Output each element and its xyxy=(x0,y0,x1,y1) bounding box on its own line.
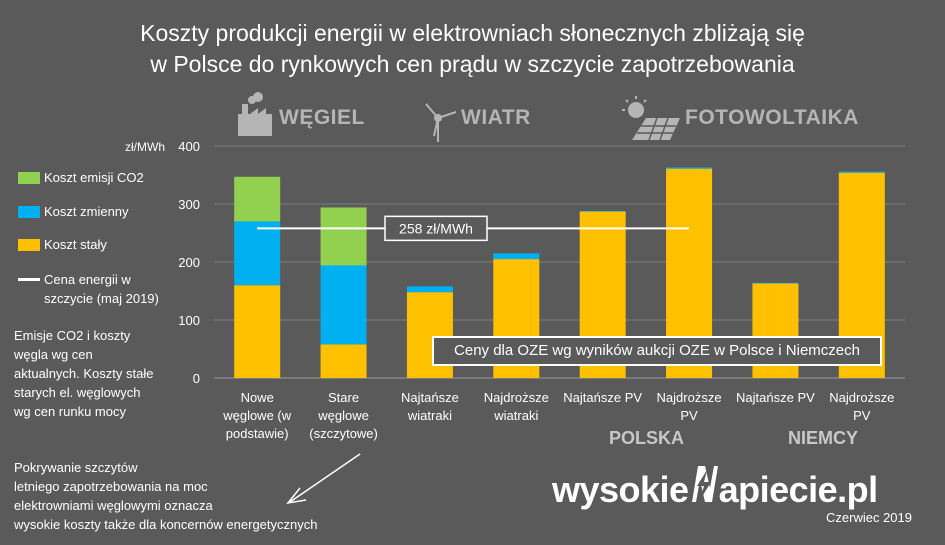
legend-swatch-fixed xyxy=(18,239,40,251)
arrow-head-icon xyxy=(286,487,307,505)
wind-turbine-icon xyxy=(425,103,457,142)
bottom-note-line-2: letniego zapotrzebowania na moc xyxy=(14,479,208,494)
chart-title: Koszty produkcji energii w elektrowniach… xyxy=(0,18,945,80)
x-tick-label: Najtańsze PV xyxy=(736,390,815,405)
bar-segment-emission xyxy=(320,207,367,266)
logo-text-left: wysokie xyxy=(552,469,689,510)
bar-segment-variable xyxy=(579,210,626,212)
x-tick-label: węglowe (w xyxy=(222,408,292,423)
bar-segment-variable xyxy=(406,286,453,293)
country-label-germany: NIEMCY xyxy=(788,428,859,448)
bar-segment-variable xyxy=(493,253,540,260)
x-tick-label: węglowe xyxy=(317,408,369,423)
x-tick-label: Najtańsze xyxy=(401,390,459,405)
solar-panel-icon xyxy=(622,96,680,141)
bottom-note-line-4: wysokie koszty także dla koncernów energ… xyxy=(14,517,318,532)
logo-n-bolt-icon xyxy=(689,462,719,502)
legend-label-price-2: szczycie (maj 2019) xyxy=(44,291,159,306)
x-tick-label: Najdroższe xyxy=(484,390,549,405)
coal-note-line-1: Emisje CO2 i koszty xyxy=(14,328,131,343)
y-tick-label: 200 xyxy=(178,255,200,270)
legend-label-fixed: Koszt stały xyxy=(44,237,107,252)
x-tick-label: podstawie) xyxy=(226,426,289,441)
legend-label-variable: Koszt zmienny xyxy=(44,204,129,219)
coal-note: Emisje CO2 i koszty węgla wg cen aktualn… xyxy=(14,326,153,421)
bar-segment-emission xyxy=(234,176,281,222)
y-tick-label: 400 xyxy=(178,139,200,154)
bottom-note-line-1: Pokrywanie szczytów xyxy=(14,460,138,475)
bottom-note-line-3: elektrowniami węglowymi oznacza xyxy=(14,498,213,513)
x-tick-label: (szczytowe) xyxy=(309,426,378,441)
logo-text-right: apiecie.pl xyxy=(718,469,879,510)
coal-note-line-2: węgla wg cen xyxy=(14,347,93,362)
legend-label-price-1: Cena energii w xyxy=(44,272,131,287)
x-tick-label: Najtańsze PV xyxy=(563,390,642,405)
reference-label-box xyxy=(384,215,488,242)
y-tick-label: 300 xyxy=(178,197,200,212)
bar-segment-fixed xyxy=(320,344,367,378)
y-axis-label: zł/MWh xyxy=(125,140,165,154)
logo: wysokie apiecie.pl xyxy=(552,462,878,511)
oze-note-box: Ceny dla OZE wg wyników aukcji OZE w Pol… xyxy=(432,336,882,366)
x-tick-label: Stare xyxy=(328,390,359,405)
legend-label-emission: Koszt emisji CO2 xyxy=(44,170,144,185)
country-label-poland: POLSKA xyxy=(609,428,685,448)
x-tick-label: Nowe xyxy=(241,390,274,405)
title-line-2: w Polsce do rynkowych cen prądu w szczyc… xyxy=(150,51,795,77)
bar-segment-fixed xyxy=(234,285,281,378)
x-tick-label: wiatraki xyxy=(493,408,538,423)
reference-label: 258 zł/MWh xyxy=(399,220,473,236)
header-coal: WĘGIEL xyxy=(279,106,365,129)
x-tick-label: PV xyxy=(680,408,698,423)
legend-line-price xyxy=(18,278,40,281)
legend-swatch-variable xyxy=(18,206,40,218)
factory-icon xyxy=(238,92,272,136)
bar-segment-variable xyxy=(234,221,281,286)
header-pv: FOTOWOLTAIKA xyxy=(685,106,859,129)
x-tick-label: PV xyxy=(853,408,871,423)
x-tick-label: Najdroższe xyxy=(829,390,894,405)
header-wind: WIATR xyxy=(461,106,531,129)
y-tick-label: 100 xyxy=(178,313,200,328)
bar-segment-variable xyxy=(752,282,799,284)
x-tick-label: wiatraki xyxy=(407,408,452,423)
coal-note-line-3: aktualnych. Koszty stałe xyxy=(14,366,154,381)
bar-segment-variable xyxy=(666,167,713,169)
x-tick-label: Najdroższe xyxy=(657,390,722,405)
bar-segment-variable xyxy=(320,265,367,345)
coal-note-line-5: wg cen runku mocy xyxy=(14,404,126,419)
legend-swatch-emission xyxy=(18,172,40,184)
y-tick-label: 0 xyxy=(193,371,200,386)
bottom-note: Pokrywanie szczytów letniego zapotrzebow… xyxy=(14,458,317,534)
coal-note-line-4: starych el. węglowych xyxy=(14,385,141,400)
bar-segment-variable xyxy=(838,171,885,173)
date-label: Czerwiec 2019 xyxy=(826,510,912,525)
arrow-line xyxy=(289,453,361,503)
title-line-1: Koszty produkcji energii w elektrowniach… xyxy=(140,20,805,46)
